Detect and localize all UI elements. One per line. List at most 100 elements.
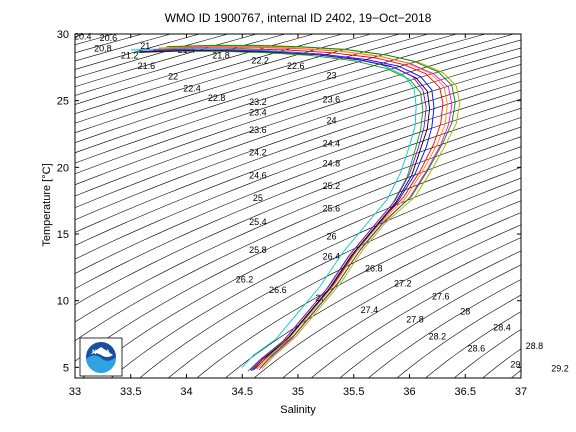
density-contour-label: 20.6	[100, 33, 118, 43]
density-contour-label: 25.8	[249, 245, 267, 255]
density-contour-label: 24.4	[323, 138, 341, 148]
density-contour-label: 22	[168, 72, 178, 82]
density-contour-label: 25.6	[323, 204, 341, 214]
density-contour-line	[75, 47, 521, 197]
density-contour-label: 28.2	[429, 332, 447, 342]
density-contour-label: 27	[315, 293, 325, 303]
density-contour-line	[75, 34, 514, 175]
density-contour-label: 23.4	[249, 108, 267, 118]
density-contour-line	[75, 117, 521, 306]
y-axis-label: Temperature [°C]	[41, 163, 53, 246]
density-contour-label: 26.6	[269, 285, 287, 295]
density-contour-label: 28.4	[493, 322, 511, 332]
density-contour-label: 26.8	[365, 264, 383, 274]
profile-line	[166, 44, 456, 369]
density-contour-label: 23.2	[249, 97, 267, 107]
density-contour-line	[282, 237, 521, 378]
density-contour-line	[253, 224, 521, 378]
density-contour-line	[75, 34, 457, 154]
density-contour-line	[75, 89, 521, 260]
x-tick-label: 34.5	[232, 386, 253, 398]
density-contour-label: 22.6	[287, 61, 305, 71]
y-tick-label: 25	[57, 96, 69, 108]
density-contour-line	[75, 98, 521, 274]
density-contour-label: 29	[510, 360, 520, 370]
density-contour-line	[75, 34, 429, 143]
density-contour-line	[75, 34, 486, 164]
density-contour-line	[75, 34, 286, 96]
x-tick-label: 33.5	[120, 386, 141, 398]
noaa-logo-text: NOAA	[92, 350, 110, 356]
density-contour-labels: 20.4 20.620.8 2121.221.421.621.82222.222.4…	[74, 32, 569, 374]
x-tick-label: 37	[515, 386, 527, 398]
x-tick-label: 35	[292, 386, 304, 398]
density-contour-label: 23	[326, 70, 336, 80]
density-contour-label: 20.8	[94, 44, 112, 54]
density-contour-line	[75, 34, 371, 124]
density-contour-line	[311, 250, 521, 378]
density-contour-label: 24.6	[249, 170, 267, 180]
x-tick-label: 34	[180, 386, 192, 398]
density-contour-line	[75, 126, 521, 323]
density-contour-line	[75, 107, 521, 290]
density-contour-label: 26	[326, 232, 336, 242]
density-contour-label: 25	[253, 193, 263, 203]
density-contour-label: 28.6	[468, 344, 486, 354]
density-contour-label: 22.2	[251, 56, 269, 66]
profile-line	[130, 48, 417, 368]
x-tick-label: 35.5	[343, 386, 364, 398]
density-contour-label: 21	[140, 41, 150, 51]
y-tick-label: 10	[57, 296, 69, 308]
density-contour-label: 26.4	[323, 252, 341, 262]
y-axis-ticks: 5 10 15 20 25 30	[57, 29, 521, 374]
density-contour-line	[396, 294, 521, 378]
profile-line	[169, 45, 461, 369]
density-contour-line	[75, 136, 521, 342]
density-contour-label: 20.4	[74, 32, 92, 42]
noaa-logo: NOAA	[79, 337, 123, 377]
density-contour-line	[339, 264, 521, 378]
density-contour-label: 29.2	[551, 364, 569, 374]
density-contour-label: 28	[460, 306, 470, 316]
density-contour-line	[75, 34, 343, 115]
density-contour-label: 27.4	[361, 305, 379, 315]
density-contour-label: 21.2	[121, 50, 139, 60]
density-contour-label: 28.8	[526, 341, 544, 351]
profile-line	[158, 46, 448, 370]
density-contour-line	[110, 167, 521, 378]
y-tick-label: 15	[57, 229, 69, 241]
y-tick-label: 30	[57, 29, 69, 41]
y-tick-label: 20	[57, 162, 69, 174]
density-contour-label: 22.8	[208, 93, 226, 103]
density-contour-line	[75, 55, 521, 209]
density-contour-line	[168, 188, 521, 378]
profile-lines	[130, 44, 461, 372]
x-axis-ticks: 33 33.5 34 34.5 35 35.5 36 36.5 37	[69, 34, 527, 398]
density-contour-label: 21.8	[212, 50, 230, 60]
chart-title: WMO ID 1900767, internal ID 2402, 19−Oct…	[165, 11, 432, 25]
x-tick-label: 36	[403, 386, 415, 398]
plot-area: 20.4 20.620.8 2121.221.421.621.82222.222.4…	[74, 32, 569, 379]
density-contour-label: 25.2	[323, 181, 341, 191]
density-contour-line	[368, 279, 521, 378]
density-contour-line	[75, 39, 521, 186]
y-tick-label: 5	[63, 362, 69, 374]
density-contour-line	[75, 34, 314, 105]
density-contour-label: 23.6	[249, 125, 267, 135]
density-contour-label: 24.2	[249, 148, 267, 158]
x-tick-label: 33	[69, 386, 81, 398]
density-contour-label: 26.2	[236, 274, 254, 284]
density-contour-line	[75, 81, 521, 246]
density-contour-label: 27.2	[394, 278, 412, 288]
density-contour-line	[75, 146, 521, 362]
density-contour-line	[425, 311, 521, 378]
density-contour-label: 21.6	[138, 61, 156, 71]
density-contour-line	[75, 72, 521, 233]
density-contour-label: 24.8	[323, 158, 341, 168]
profile-line	[139, 50, 431, 371]
density-contour-label: 27.6	[432, 292, 450, 302]
profile-line	[138, 49, 427, 371]
density-contour-label: 25.4	[249, 217, 267, 227]
density-contour-line	[139, 177, 521, 378]
